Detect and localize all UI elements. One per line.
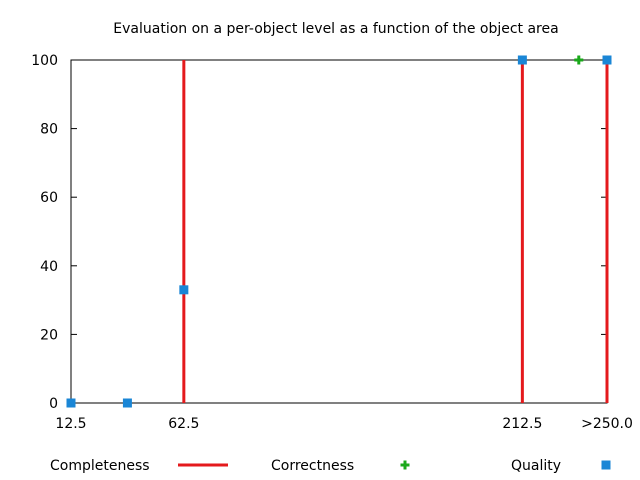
legend-label: Completeness (50, 458, 150, 474)
legend-label: Correctness (271, 458, 354, 474)
y-tick-label: 60 (40, 190, 58, 206)
y-tick-label: 20 (40, 327, 58, 343)
legend: Completeness Correctness Quality (50, 458, 611, 474)
data-point (517, 55, 527, 65)
x-axis: 12.5 62.5 212.5 >250.0 (55, 60, 633, 432)
y-tick-label: 100 (31, 53, 58, 69)
legend-item-quality: Quality (511, 458, 611, 474)
legend-marker-sample (601, 460, 611, 470)
chart-title: Evaluation on a per-object level as a fu… (113, 21, 558, 37)
x-tick-label: 62.5 (168, 416, 199, 432)
legend-marker-sample (400, 460, 410, 470)
x-tick-label: 212.5 (502, 416, 542, 432)
series-layer (66, 55, 612, 408)
y-tick-label: 40 (40, 259, 58, 275)
data-point (179, 285, 189, 295)
plot-frame (70, 59, 608, 404)
y-tick-label: 80 (40, 122, 58, 138)
data-point (66, 398, 76, 408)
series-quality (66, 55, 612, 408)
y-axis: 0 20 40 60 80 100 (31, 53, 607, 412)
series-correctness (574, 55, 584, 65)
legend-label: Quality (511, 458, 561, 474)
legend-item-completeness: Completeness (50, 458, 228, 474)
x-tick-label: >250.0 (581, 416, 633, 432)
x-tick-label: 12.5 (55, 416, 86, 432)
series-completeness (182, 60, 609, 403)
data-point (574, 55, 584, 65)
y-tick-label: 0 (49, 396, 58, 412)
legend-item-correctness: Correctness (271, 458, 410, 474)
data-point (602, 55, 612, 65)
data-point (122, 398, 132, 408)
